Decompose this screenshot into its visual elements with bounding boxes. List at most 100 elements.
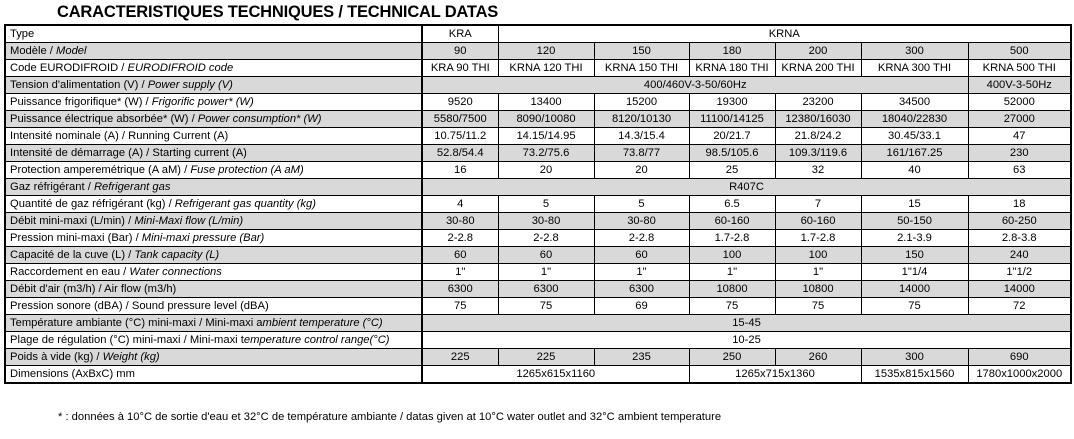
table-cell: 1": [497, 263, 595, 281]
row-label-part: Poids à vide (kg) /: [10, 351, 103, 363]
table-cell: 75: [774, 297, 862, 315]
table-cell: 9520: [421, 93, 499, 111]
row-label-part: Pression mini-maxi (Bar) /: [10, 232, 142, 244]
table-cell: 25: [688, 161, 776, 179]
table-cell: 1265x615x1160: [421, 365, 690, 384]
table-row: Quantité de gaz réfrigérant (kg) / Refri…: [4, 195, 1072, 213]
table-cell: 1780x1000x2000: [967, 365, 1072, 384]
row-label: Débit d'air (m3/h) / Air flow (m3/h): [4, 280, 423, 298]
row-label-part: Débit mini-maxi (L/min) /: [10, 215, 135, 227]
table-cell: KRNA 150 THI: [593, 59, 690, 77]
table-cell: 1.7-2.8: [774, 229, 862, 247]
table-cell: 2.8-3.8: [967, 229, 1072, 247]
row-label-part: Débit d'air (m3/h) / Air flow (m3/h): [10, 283, 177, 295]
table-cell: 75: [421, 297, 499, 315]
table-cell: 400V-3-50Hz: [967, 76, 1072, 94]
table-cell: 60-160: [774, 212, 862, 230]
table-cell: 1"1/4: [860, 263, 969, 281]
table-cell: 150: [593, 42, 690, 60]
table-cell: 75: [860, 297, 969, 315]
table-cell: 30-80: [421, 212, 499, 230]
row-label-part: mbient temperature (°C): [262, 317, 383, 329]
table-cell: 90: [421, 42, 499, 60]
table-cell: 2-2.8: [497, 229, 595, 247]
table-cell: KRNA 200 THI: [774, 59, 862, 77]
table-cell: 260: [774, 348, 862, 366]
table-cell: 1"1/2: [967, 263, 1072, 281]
row-label-part: Gaz réfrigérant /: [10, 181, 94, 193]
table-cell: KRNA 500 THI: [967, 59, 1072, 77]
table-cell: 6300: [497, 280, 595, 298]
table-row: Température ambiante (°C) mini-maxi / Mi…: [4, 314, 1072, 332]
table-row: Modèle / Model 90 120 150 180 200 300 500: [4, 42, 1072, 60]
row-label: Puissance frigorifique* (W) / Frigorific…: [4, 93, 423, 111]
row-label-part: Protection amperemétrique (A aM) /: [10, 164, 191, 176]
table-cell: 69: [593, 297, 690, 315]
table-cell: 7: [774, 195, 862, 213]
table-cell: 60: [421, 246, 499, 264]
row-label: Intensité de démarrage (A) / Starting cu…: [4, 144, 423, 162]
table-row: Pression sonore (dBA) / Sound pressure l…: [4, 297, 1072, 315]
row-label-part: Tank capacity (L): [134, 249, 220, 261]
row-label-part: Water connections: [129, 266, 222, 278]
table-cell: 230: [967, 144, 1072, 162]
row-label-part: Dimensions (AxBxC) mm: [10, 368, 135, 380]
table-row: Dimensions (AxBxC) mm 1265x615x1160 1265x7…: [4, 365, 1072, 384]
table-cell: 200: [774, 42, 862, 60]
row-label: Plage de régulation (°C) mini-maxi / Min…: [4, 331, 423, 349]
table-row: Plage de régulation (°C) mini-maxi / Min…: [4, 331, 1072, 349]
table-cell: 235: [593, 348, 690, 366]
table-cell: 240: [967, 246, 1072, 264]
row-label-part: Weight (kg): [102, 351, 160, 363]
table-cell: 6.5: [688, 195, 776, 213]
table-cell: 225: [497, 348, 595, 366]
table-cell: 1": [593, 263, 690, 281]
footnote: * : données à 10°C de sortie d'eau et 32…: [58, 411, 722, 423]
table-cell: 13400: [497, 93, 595, 111]
table-cell: 18040/22830: [860, 110, 969, 128]
row-label-part: Refrigerant gas: [93, 181, 171, 193]
table-cell: 120: [497, 42, 595, 60]
row-label-part: Quantité de gaz réfrigérant (kg) /: [10, 198, 175, 210]
table-cell: 50-150: [860, 212, 969, 230]
row-label-part: Frigorific power* (W): [151, 96, 254, 108]
table-cell: 27000: [967, 110, 1072, 128]
row-label-part: Raccordement en eau /: [10, 266, 130, 278]
table-cell: R407C: [421, 178, 1072, 196]
row-label: Raccordement en eau / Water connections: [4, 263, 423, 281]
row-label-part: Tension d'alimentation (V) /: [10, 79, 148, 91]
table-cell: 2-2.8: [421, 229, 499, 247]
row-label-part: Code EURODIFROID /: [10, 62, 128, 74]
table-cell: 34500: [860, 93, 969, 111]
table-cell: 98.5/105.6: [688, 144, 776, 162]
row-label-part: EURODIFROID code: [127, 62, 234, 74]
table-cell: 8120/10130: [593, 110, 690, 128]
table-cell: 5: [593, 195, 690, 213]
table-cell: 52.8/54.4: [421, 144, 499, 162]
table-cell: 150: [860, 246, 969, 264]
table-cell: 1535x815x1560: [860, 365, 969, 384]
table-cell: 10800: [774, 280, 862, 298]
table-cell: 15200: [593, 93, 690, 111]
row-label: Débit mini-maxi (L/min) / Mini-Maxi flow…: [4, 212, 423, 230]
row-label: Dimensions (AxBxC) mm: [4, 365, 423, 384]
table-row: Intensité de démarrage (A) / Starting cu…: [4, 144, 1072, 162]
row-label: Capacité de la cuve (L) / Tank capacity …: [4, 246, 423, 264]
table-cell: 18: [967, 195, 1072, 213]
row-label-part: Intensité nominale (A) / Running Current…: [10, 130, 229, 142]
page-title: CARACTERISTIQUES TECHNIQUES / TECHNICAL …: [57, 3, 499, 21]
table-cell: 300: [860, 348, 969, 366]
table-row: Type KRA KRNA: [4, 24, 1072, 43]
table-cell: 2-2.8: [593, 229, 690, 247]
table-cell: KRNA 300 THI: [860, 59, 969, 77]
row-label: Modèle / Model: [4, 42, 423, 60]
technical-data-table: Type KRA KRNA Modèle / Model 90 120 150 180 200 3…: [4, 24, 1072, 384]
table-cell: 40: [860, 161, 969, 179]
table-cell: 15: [860, 195, 969, 213]
table-cell: 30-80: [497, 212, 595, 230]
table-cell: 1.7-2.8: [688, 229, 776, 247]
table-cell: 10.75/11.2: [421, 127, 499, 145]
row-label: Intensité nominale (A) / Running Current…: [4, 127, 423, 145]
row-label-part: Mini-maxi pressure (Bar): [141, 232, 265, 244]
table-cell: 109.3/119.6: [774, 144, 862, 162]
